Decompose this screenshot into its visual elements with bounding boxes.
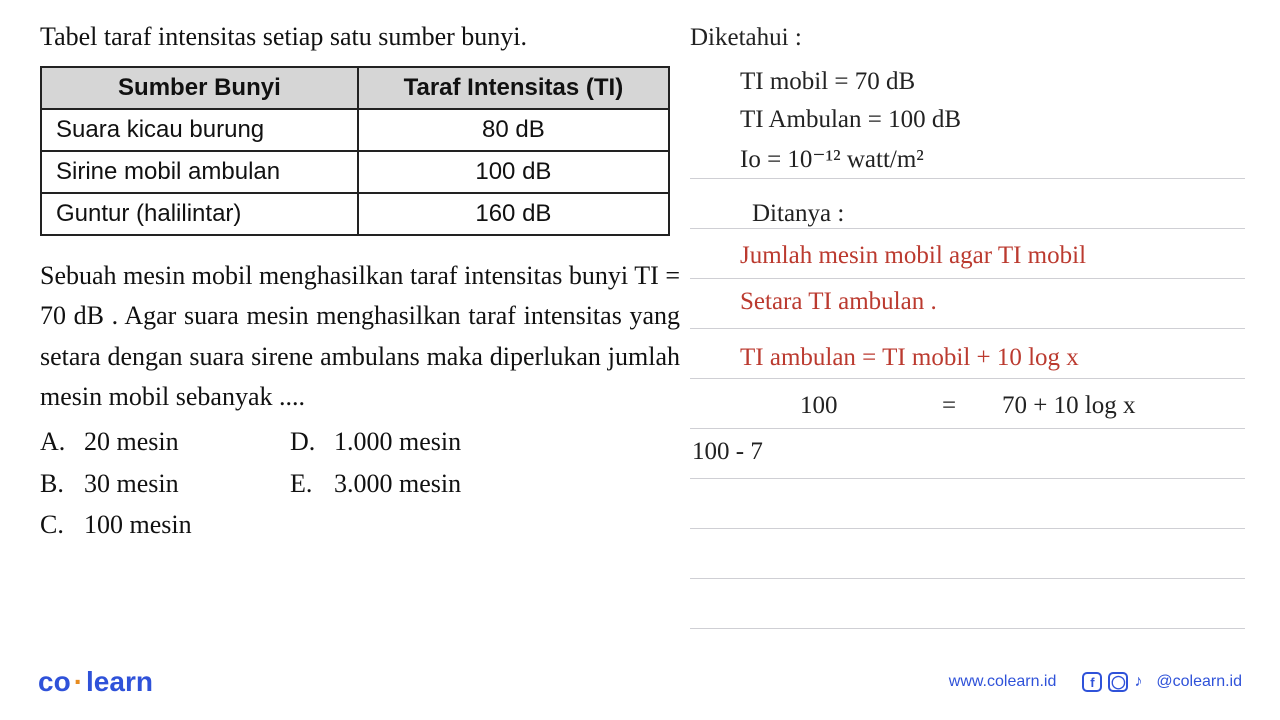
hw-eq-3: 100 - 7 [692,436,763,467]
handwriting-column: Diketahui : TI mobil = 70 dB TI Ambulan … [710,22,1250,546]
hw-ditanya-label: Ditanya : [752,198,844,229]
table-cell-source: Suara kicau burung [41,109,358,151]
choice-b: B. 30 mesin [40,463,290,505]
table-row: Guntur (halilintar) 160 dB [41,193,669,235]
choice-text: 100 mesin [84,504,192,546]
page-title: Tabel taraf intensitas setiap satu sumbe… [40,22,710,52]
table-cell-value: 80 dB [358,109,669,151]
question-column: Tabel taraf intensitas setiap satu sumbe… [40,22,710,546]
hw-diketahui-label: Diketahui : [690,22,802,53]
choice-letter: B. [40,463,84,505]
choice-text: 1.000 mesin [334,421,461,463]
ruled-line [690,628,1245,629]
intensity-table: Sumber Bunyi Taraf Intensitas (TI) Suara… [40,66,670,236]
brand-co: co [38,666,71,697]
choice-d: D. 1.000 mesin [290,421,550,463]
table-row: Suara kicau burung 80 dB [41,109,669,151]
choice-c: C. 100 mesin [40,504,290,546]
choice-text: 3.000 mesin [334,463,461,505]
hw-eq-2-eq: = [942,390,956,421]
brand-learn: learn [86,666,153,697]
hw-eq-2-left: 100 [800,390,838,421]
choice-letter: D. [290,421,334,463]
brand-dot: · [71,666,86,697]
hw-io: Io = 10⁻¹² watt/m² [740,144,924,175]
tiktok-icon: ♪ [1134,673,1150,691]
table-header-ti: Taraf Intensitas (TI) [358,67,669,109]
choice-letter: C. [40,504,84,546]
hw-ti-mobil: TI mobil = 70 dB [740,66,915,97]
choice-text: 20 mesin [84,421,179,463]
hw-ask-2: Setara TI ambulan . [740,286,937,317]
choice-letter: A. [40,421,84,463]
facebook-icon: f [1082,672,1102,692]
choice-text: 30 mesin [84,463,179,505]
footer-url: www.colearn.id [949,673,1057,691]
answer-choices: A. 20 mesin D. 1.000 mesin B. 30 mesin E… [40,421,710,546]
choice-letter: E. [290,463,334,505]
table-cell-value: 160 dB [358,193,669,235]
table-row: Sirine mobil ambulan 100 dB [41,151,669,193]
question-text: Sebuah mesin mobil menghasilkan taraf in… [40,256,680,417]
footer: co·learn www.colearn.id f ◯ ♪ @colearn.i… [0,666,1280,698]
instagram-icon: ◯ [1108,672,1128,692]
choice-a: A. 20 mesin [40,421,290,463]
hw-ask-1: Jumlah mesin mobil agar TI mobil [740,240,1086,271]
table-cell-source: Sirine mobil ambulan [41,151,358,193]
hw-ti-ambulan: TI Ambulan = 100 dB [740,104,961,135]
footer-handle: @colearn.id [1156,673,1242,691]
ruled-line [690,578,1245,579]
hw-eq-1: TI ambulan = TI mobil + 10 log x [740,342,1079,373]
table-header-source: Sumber Bunyi [41,67,358,109]
choice-e: E. 3.000 mesin [290,463,550,505]
brand-logo: co·learn [38,666,153,698]
table-cell-source: Guntur (halilintar) [41,193,358,235]
footer-social: f ◯ ♪ @colearn.id [1082,672,1242,692]
hw-eq-2-right: 70 + 10 log x [1002,390,1136,421]
table-cell-value: 100 dB [358,151,669,193]
